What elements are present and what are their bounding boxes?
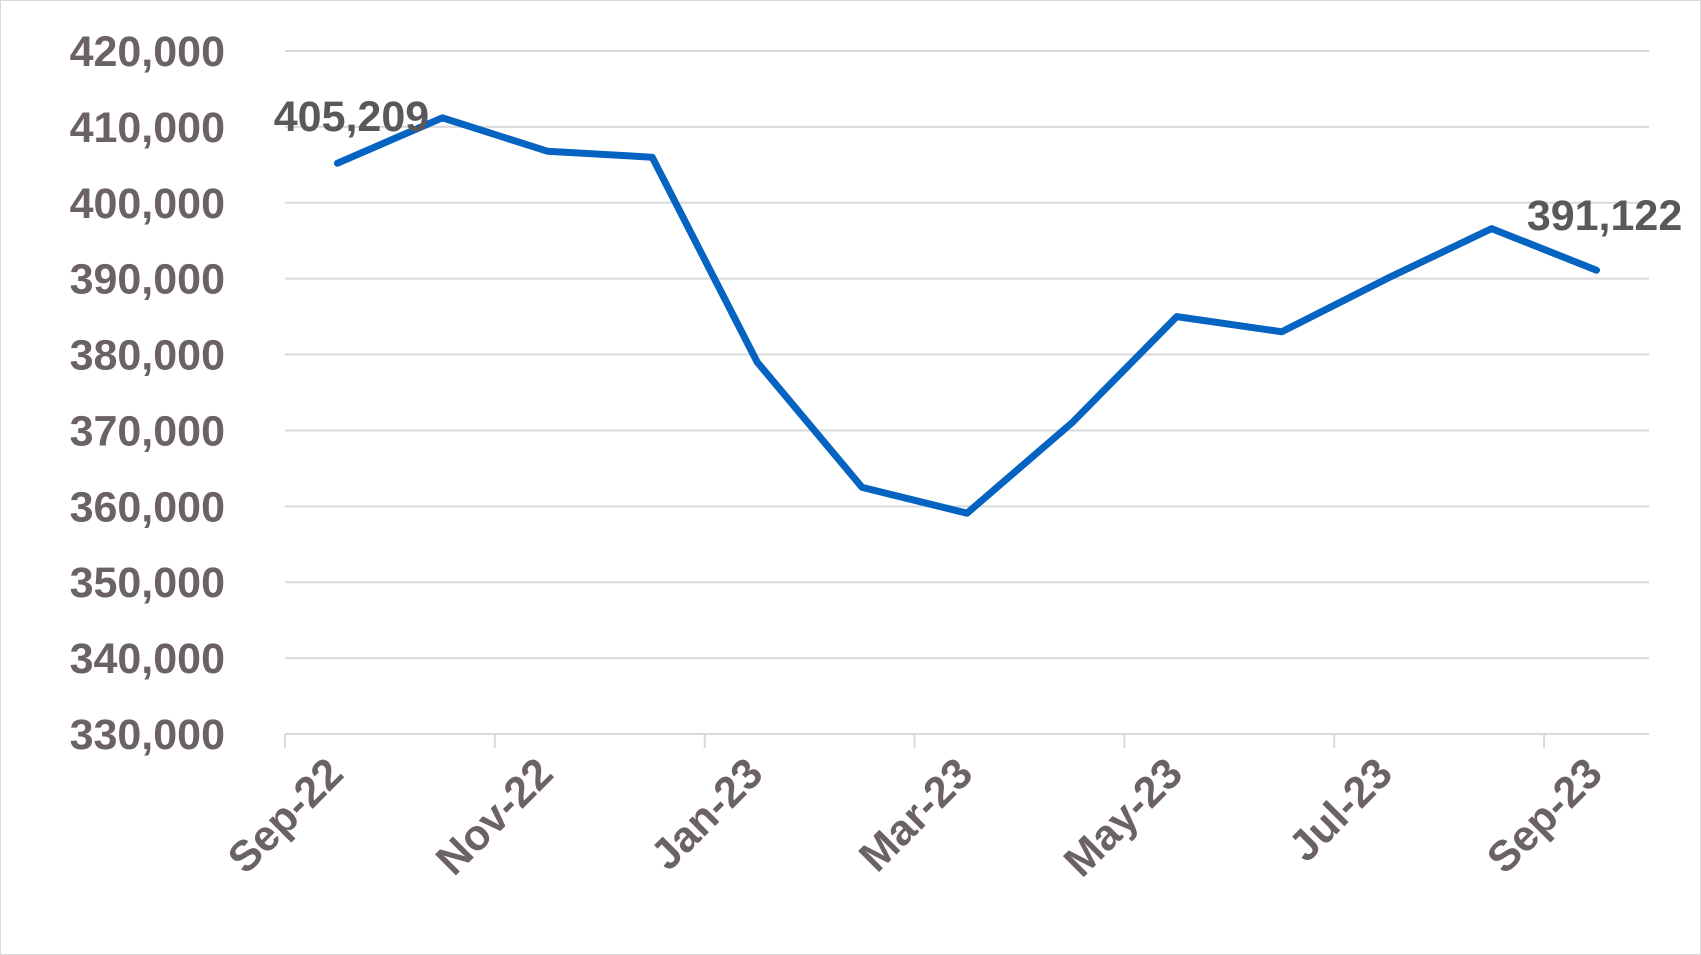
y-tick-label: 400,000	[70, 180, 225, 228]
y-tick-label: 370,000	[70, 407, 225, 455]
data-point	[441, 117, 443, 119]
data-point	[546, 150, 548, 152]
data-labels: 405,209 391,122	[274, 93, 1683, 240]
data-point	[1281, 331, 1283, 333]
data-point	[651, 156, 653, 158]
y-tick-label: 380,000	[70, 332, 225, 380]
y-tick-label: 330,000	[70, 711, 225, 759]
x-tick-label: Mar-23	[850, 749, 982, 881]
y-tick-label: 350,000	[70, 559, 225, 607]
gridlines	[285, 50, 1649, 660]
x-tick-label: Nov-22	[427, 749, 562, 884]
data-point	[1491, 228, 1493, 230]
series-layer	[334, 114, 1600, 517]
data-point	[1386, 278, 1388, 280]
x-tick-label: May-23	[1055, 749, 1192, 886]
data-point	[336, 162, 338, 164]
y-tick-label: 420,000	[70, 28, 225, 76]
x-tick-label: Sep-23	[1478, 749, 1612, 883]
data-point	[1071, 422, 1073, 424]
y-tick-label: 410,000	[70, 104, 225, 152]
x-tick-label: Jan-23	[642, 749, 772, 879]
data-point	[1596, 269, 1598, 271]
x-axis-tick-labels: Sep-22 Nov-22 Jan-23 Mar-23 May-23 Jul-23 Sep-…	[219, 749, 1612, 886]
data-point	[1176, 316, 1178, 318]
data-point	[861, 486, 863, 488]
y-axis-tick-labels: 330,000 340,000 350,000 360,000 370,000 380,0…	[70, 28, 225, 759]
y-tick-label: 390,000	[70, 256, 225, 304]
data-label: 405,209	[274, 93, 429, 141]
data-point	[966, 512, 968, 514]
y-tick-label: 360,000	[70, 483, 225, 531]
x-tick-label: Jul-23	[1280, 749, 1402, 871]
data-point	[756, 361, 758, 363]
data-label: 391,122	[1527, 192, 1682, 240]
x-axis	[284, 733, 1649, 748]
x-tick-label: Sep-22	[219, 749, 353, 883]
y-tick-label: 340,000	[70, 635, 225, 683]
series-line	[334, 114, 1600, 517]
